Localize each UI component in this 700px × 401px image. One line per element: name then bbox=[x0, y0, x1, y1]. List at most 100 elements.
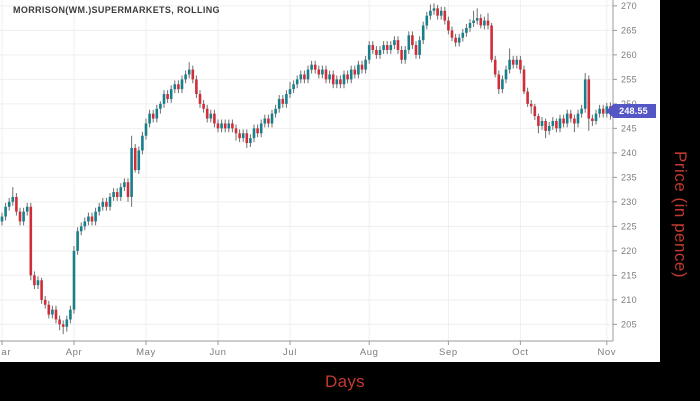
candle-body bbox=[184, 74, 187, 80]
x-tick-label: Aug bbox=[360, 347, 379, 358]
x-tick-label: Mar bbox=[0, 347, 11, 358]
candle-body bbox=[501, 79, 504, 90]
candle-body bbox=[177, 84, 180, 90]
candle-body bbox=[115, 192, 119, 197]
candle-body bbox=[331, 74, 335, 85]
y-tick-label: 205 bbox=[621, 319, 637, 329]
candle-body bbox=[241, 133, 245, 139]
y-tick-label: 230 bbox=[621, 197, 637, 207]
candle-body bbox=[231, 123, 234, 129]
candle-body bbox=[205, 108, 209, 119]
candle-body bbox=[400, 49, 403, 60]
candlestick-chart[interactable]: 205 210 215 220 225 230 235 240 245 250 255 260 265 2… bbox=[0, 0, 660, 362]
candle-body bbox=[483, 20, 486, 26]
candle-body bbox=[328, 74, 331, 80]
candle-body bbox=[357, 64, 360, 75]
candle-body bbox=[25, 206, 29, 212]
candle-body bbox=[43, 299, 47, 305]
y-tick-label: 215 bbox=[621, 270, 637, 280]
candle-body bbox=[263, 118, 267, 124]
x-tick-label: Nov bbox=[597, 347, 616, 358]
candle-body bbox=[259, 123, 263, 134]
candle-body bbox=[465, 27, 468, 33]
chart-panel: 205 210 215 220 225 230 235 240 245 250 255 260 265 2… bbox=[0, 0, 660, 362]
candle-body bbox=[159, 103, 162, 109]
candle-body bbox=[432, 8, 436, 11]
candle-body bbox=[274, 108, 277, 114]
candle-body bbox=[317, 69, 321, 75]
candle-body bbox=[591, 118, 594, 122]
y-tick-label: 235 bbox=[621, 172, 637, 182]
candle-body bbox=[569, 113, 573, 119]
y-tick-label: 270 bbox=[621, 1, 637, 11]
candle-body bbox=[367, 45, 371, 60]
candle-body bbox=[22, 211, 25, 222]
candle-body bbox=[429, 10, 432, 16]
candle-body bbox=[457, 37, 461, 43]
last-price-badge: 248.55 bbox=[606, 103, 656, 118]
candle-body bbox=[288, 89, 292, 95]
candle-body bbox=[580, 108, 583, 114]
candle-body bbox=[69, 309, 72, 320]
candle-body bbox=[511, 59, 515, 65]
candle-body bbox=[468, 23, 472, 28]
candle-body bbox=[198, 94, 202, 104]
candle-body bbox=[133, 147, 137, 171]
candle-body bbox=[421, 25, 425, 41]
candle-body bbox=[162, 94, 166, 104]
y-tick-label: 245 bbox=[621, 123, 637, 133]
candle-body bbox=[403, 49, 407, 60]
candle-body bbox=[216, 123, 220, 129]
candle-body bbox=[360, 64, 364, 70]
candle-body bbox=[227, 123, 231, 129]
candle-body bbox=[195, 79, 198, 95]
candle-body bbox=[425, 15, 429, 26]
candle-body bbox=[504, 69, 508, 80]
candle-body bbox=[418, 40, 421, 55]
candle-body bbox=[40, 280, 43, 300]
candle-body bbox=[565, 113, 569, 124]
candle-body bbox=[7, 201, 11, 207]
candle-body bbox=[151, 113, 155, 119]
candle-body bbox=[371, 45, 375, 50]
candle-body bbox=[123, 182, 126, 188]
candle-body bbox=[166, 94, 169, 99]
candle-body bbox=[587, 79, 591, 119]
candle-body bbox=[479, 18, 483, 26]
candle-body bbox=[310, 64, 313, 70]
candle-body bbox=[277, 98, 281, 109]
candle-body bbox=[411, 35, 414, 46]
candle-body bbox=[61, 324, 65, 327]
candle-body bbox=[519, 59, 522, 70]
candle-body bbox=[202, 103, 205, 109]
candle-body bbox=[393, 40, 396, 46]
candle-body bbox=[601, 108, 605, 114]
candle-body bbox=[508, 59, 511, 70]
candle-body bbox=[267, 118, 270, 124]
right-frame-strip: Price (in pence) bbox=[660, 0, 700, 401]
candle-body bbox=[169, 89, 173, 99]
candle-body bbox=[551, 121, 555, 126]
candle-body bbox=[349, 69, 353, 80]
candle-body bbox=[555, 121, 558, 129]
candle-body bbox=[256, 128, 259, 134]
candle-body bbox=[54, 309, 58, 320]
candle-body bbox=[11, 196, 15, 202]
candle-body bbox=[83, 221, 87, 227]
candle-body bbox=[472, 20, 475, 24]
candle-body bbox=[540, 121, 544, 126]
candle-body bbox=[306, 69, 310, 80]
candle-body bbox=[490, 25, 493, 60]
candle-body bbox=[339, 79, 342, 85]
candle-body bbox=[148, 113, 151, 124]
candle-body bbox=[4, 206, 7, 217]
candle-body bbox=[209, 113, 213, 119]
candle-body bbox=[76, 231, 79, 251]
candle-body bbox=[90, 216, 94, 222]
candle-body bbox=[105, 201, 108, 207]
candle-body bbox=[270, 113, 274, 124]
x-axis-title: Days bbox=[325, 371, 365, 391]
candle-body bbox=[364, 59, 367, 70]
candle-body bbox=[29, 206, 33, 276]
candle-body bbox=[598, 108, 601, 114]
